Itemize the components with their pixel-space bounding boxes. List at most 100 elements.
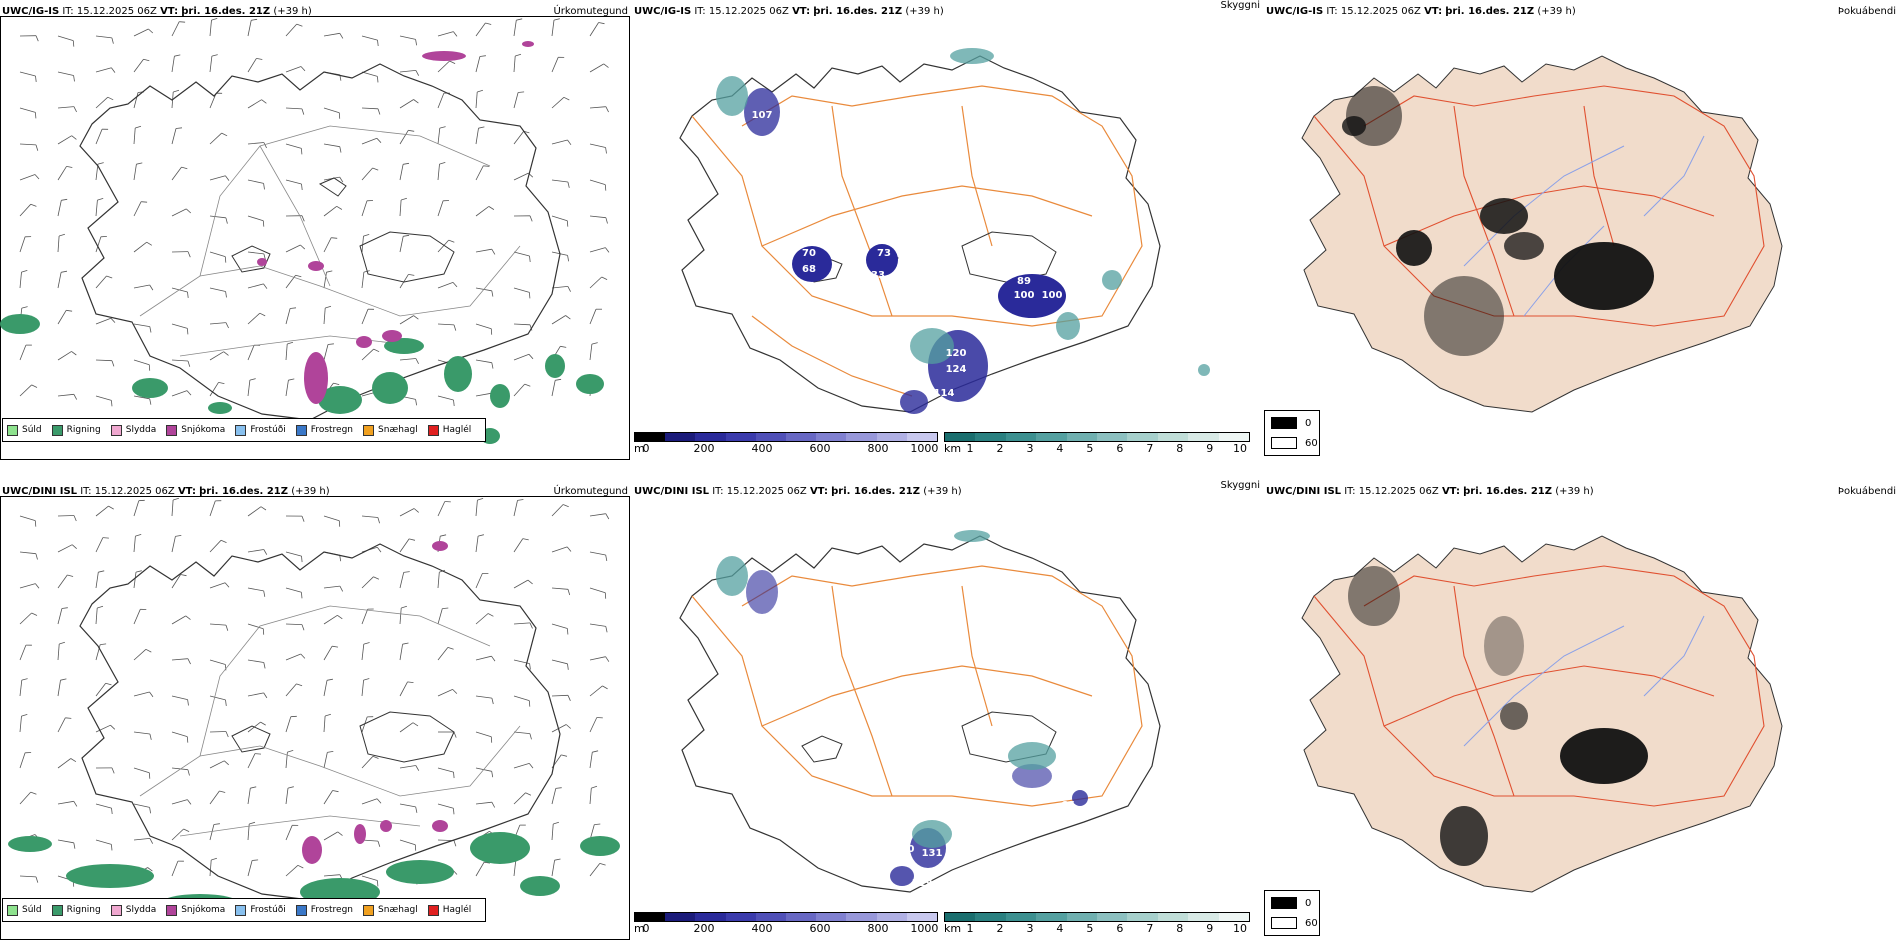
wind-barb <box>171 166 182 181</box>
legend-item: Haglél <box>427 424 471 436</box>
wind-barb-feather <box>67 574 74 577</box>
wind-barb <box>323 831 339 841</box>
wind-barb-feather <box>554 858 561 861</box>
it-label: IT: <box>1344 486 1356 497</box>
wind-barb-feather <box>407 681 414 683</box>
wind-barb <box>399 70 416 73</box>
wind-barb-feather <box>296 683 303 687</box>
wind-barb <box>133 359 150 366</box>
wind-barb <box>95 200 98 217</box>
wind-barb <box>437 572 440 589</box>
road-network <box>1313 85 1765 327</box>
wind-barb <box>57 35 74 41</box>
wind-barb <box>437 767 454 773</box>
wind-barb-feather <box>605 106 609 113</box>
wind-barb-feather <box>528 354 534 360</box>
fog-scale-row: 0 <box>1271 897 1311 909</box>
wind-barb-feather <box>413 508 419 513</box>
wind-barb <box>209 760 225 769</box>
wind-barb <box>513 383 525 397</box>
wind-barb-feather <box>442 607 449 609</box>
wind-barb-feather <box>528 700 531 707</box>
wind-barb <box>399 644 403 661</box>
wind-barb <box>551 694 569 697</box>
wind-barb-feather <box>135 570 142 573</box>
legend-label: Slydda <box>125 905 157 915</box>
wind-barb <box>323 585 340 589</box>
colorbar-cell <box>1036 913 1067 921</box>
wind-barb-feather <box>98 570 105 573</box>
panel-header: UWC/IG-IS IT: 15.12.2025 06Z VT: þri. 16… <box>1266 6 1576 17</box>
wind-barb-feather <box>373 348 380 353</box>
wind-barb <box>19 875 37 878</box>
wind-barb-feather <box>111 767 115 774</box>
wind-barb-feather <box>327 751 334 753</box>
wind-barb <box>209 859 212 877</box>
colorbar-tick: 400 <box>751 922 773 935</box>
wind-barb-feather <box>403 234 410 237</box>
wind-barb-feather <box>332 790 339 793</box>
wind-barb-feather <box>297 864 304 869</box>
wind-barb-feather <box>478 126 485 129</box>
wind-barb-feather <box>339 585 344 592</box>
wind-barb-feather <box>73 515 77 522</box>
wind-barb <box>475 323 492 330</box>
wind-barb-feather <box>31 612 38 616</box>
panel-header: UWC/DINI ISL IT: 15.12.2025 06Z VT: þri.… <box>1266 486 1594 497</box>
wind-barb-feather <box>415 358 419 364</box>
colorbar-cell <box>1005 433 1037 441</box>
wind-barb-feather <box>484 861 491 864</box>
legend-swatch <box>427 424 439 436</box>
fog-areas <box>1342 86 1654 356</box>
colorbar-cell <box>945 913 976 921</box>
wind-barb <box>513 731 530 734</box>
wind-barb-feather <box>555 787 562 789</box>
colorbar-tick: 600 <box>809 442 831 455</box>
wind-barb-feather <box>263 283 268 289</box>
wind-barb <box>399 572 405 589</box>
colorbar-tick: 1000 <box>910 922 939 935</box>
legend-label: Frostregn <box>310 905 354 915</box>
moderate-visibility-areas <box>716 48 1210 376</box>
wind-barb <box>551 215 568 222</box>
colorbar-cell <box>665 913 696 921</box>
wind-barb-feather <box>260 506 267 511</box>
colorbar-tick: 7 <box>1146 442 1154 455</box>
wind-barb <box>95 395 112 401</box>
wind-barb <box>323 680 328 697</box>
visibility-value-label: 107 <box>752 110 773 121</box>
legend-item: Snjókoma <box>166 904 226 916</box>
wind-barb-feather <box>143 58 150 62</box>
wind-barb-feather <box>333 382 340 385</box>
wind-barb-feather <box>251 18 258 21</box>
wind-barb <box>399 765 416 769</box>
wind-barb <box>589 143 606 148</box>
colorbar-tick: 1 <box>966 922 974 935</box>
legend-label: Snjókoma <box>181 905 226 915</box>
wind-barb-feather <box>256 58 263 60</box>
wind-barb-feather <box>605 626 608 633</box>
wind-barb <box>475 248 492 253</box>
wind-barb <box>399 803 416 808</box>
it-value: 15.12.2025 06Z <box>1340 6 1421 17</box>
wind-barb-feather <box>529 622 533 629</box>
wind-barb-feather <box>408 274 415 276</box>
wind-barb <box>19 680 23 697</box>
wind-barb <box>133 767 150 774</box>
colorbar-cell <box>816 913 847 921</box>
wind-barb-feather <box>73 801 78 807</box>
wind-barb <box>57 800 74 805</box>
visibility-value-label: 73 <box>877 248 891 259</box>
model-name: UWC/IG-IS <box>2 6 60 17</box>
wind-barb <box>285 653 301 661</box>
wind-barb <box>589 587 606 594</box>
wind-barb-feather <box>35 75 37 82</box>
wind-barb <box>551 623 568 629</box>
wind-barb <box>247 99 262 109</box>
wind-barb <box>475 655 492 661</box>
road-network <box>691 85 1143 397</box>
glacier-outlines <box>801 711 1057 763</box>
forecast-row-dini-isl: UWC/DINI ISL IT: 15.12.2025 06Z VT: þri.… <box>0 480 1900 950</box>
colorbar-cell <box>786 433 817 441</box>
vt-label: VT: <box>792 6 811 17</box>
